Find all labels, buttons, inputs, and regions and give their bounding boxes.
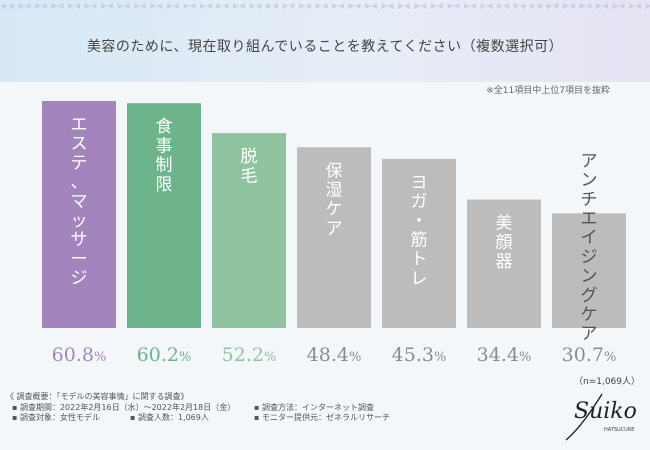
bow-pattern <box>2 3 650 9</box>
logo-subtext: HATSUCURE <box>604 427 634 433</box>
bar-chart: エステ、マッサージ 60.8% 食事制限 60.2% 脱毛 52.2% 保湿ケア 48.4% ヨ… <box>42 101 626 366</box>
bow-icon <box>134 3 146 9</box>
survey-target: ▪ 調査対象：女性モデル <box>12 413 100 422</box>
bow-icon <box>414 3 427 9</box>
bow-icon <box>513 3 526 9</box>
value-label-5: 45.3% <box>392 344 447 366</box>
bow-icon <box>398 3 410 9</box>
category-label-7: アンチエイジングケア <box>581 151 598 344</box>
bar-5 <box>382 158 456 328</box>
bow-icon <box>84 3 97 9</box>
survey-heading: 《 調査概要：「モデルの美容事情」に関する調査》 <box>6 392 189 401</box>
bow-icon <box>299 3 311 9</box>
survey-period: ▪ 調査期間：2022年2月16日（水）〜2022年2月18日（金） <box>12 402 236 412</box>
selection-note: ※全11項目中上位7項目を抜粋 <box>486 86 610 96</box>
bow-icon <box>546 3 559 9</box>
bow-icon <box>563 3 575 9</box>
bow-icon <box>530 3 542 9</box>
value-label-2: 60.2% <box>137 344 192 366</box>
survey-summary: 《 調査概要：「モデルの美容事情」に関する調査》 ▪ 調査期間：2022年2月1… <box>6 392 446 424</box>
bow-icon <box>266 3 278 9</box>
chart-title: 美容のために、現在取り組んでいることを教えてください（複数選択可） <box>86 39 564 55</box>
bow-icon <box>348 3 361 9</box>
bow-icon <box>629 3 641 9</box>
bow-icon <box>332 3 344 9</box>
category-label-3: 脱毛 <box>241 147 258 186</box>
bow-icon <box>612 3 625 9</box>
survey-count: ▪ 調査人数：1,069人 <box>130 413 209 422</box>
value-label-6: 34.4% <box>477 344 532 366</box>
value-label-1: 60.8% <box>52 344 107 366</box>
bow-icon <box>2 3 14 9</box>
bow-icon <box>579 3 592 9</box>
bow-icon <box>117 3 130 9</box>
header-banner <box>0 0 650 82</box>
bow-icon <box>464 3 476 9</box>
bow-icon <box>480 3 493 9</box>
survey-provider: ▪ モニター提供元：ゼネラルリサーチ <box>254 413 390 422</box>
bar-7 <box>552 213 626 328</box>
value-label-7: 30.7% <box>562 344 617 366</box>
bow-icon <box>282 3 295 9</box>
bar-2 <box>127 103 201 328</box>
bar-1 <box>42 101 116 328</box>
value-label-4: 48.4% <box>307 344 362 366</box>
bow-icon <box>645 3 650 9</box>
survey-method: ▪ 調査方法：インターネット調査 <box>254 402 374 412</box>
category-label-6: 美顔器 <box>496 214 513 272</box>
bow-icon <box>216 3 229 9</box>
bow-icon <box>167 3 179 9</box>
logo-text: Suiko <box>574 399 637 424</box>
bar-3 <box>212 133 286 328</box>
category-label-1: エステ、マッサージ <box>71 115 88 289</box>
category-label-2: 食事制限 <box>156 117 173 195</box>
bow-icon <box>249 3 262 9</box>
bow-icon <box>150 3 163 9</box>
bow-icon <box>365 3 377 9</box>
bow-icon <box>497 3 509 9</box>
bow-icon <box>381 3 394 9</box>
bow-icon <box>200 3 212 9</box>
bow-icon <box>233 3 245 9</box>
sample-size: （n=1,069人） <box>573 377 640 387</box>
bow-icon <box>51 3 64 9</box>
bow-icon <box>315 3 328 9</box>
value-label-3: 52.2% <box>222 344 277 366</box>
bow-icon <box>68 3 80 9</box>
bar-4 <box>297 147 371 328</box>
bar-6 <box>467 199 541 328</box>
bow-icon <box>183 3 196 9</box>
bow-icon <box>101 3 113 9</box>
bow-icon <box>18 3 31 9</box>
category-label-4: 保湿ケア <box>326 161 343 239</box>
bow-icon <box>447 3 460 9</box>
brand-logo: Suiko HATSUCURE <box>565 393 637 441</box>
bow-icon <box>596 3 608 9</box>
category-label-5: ヨガ・筋トレ <box>411 173 428 289</box>
bow-icon <box>35 3 47 9</box>
bow-icon <box>431 3 443 9</box>
